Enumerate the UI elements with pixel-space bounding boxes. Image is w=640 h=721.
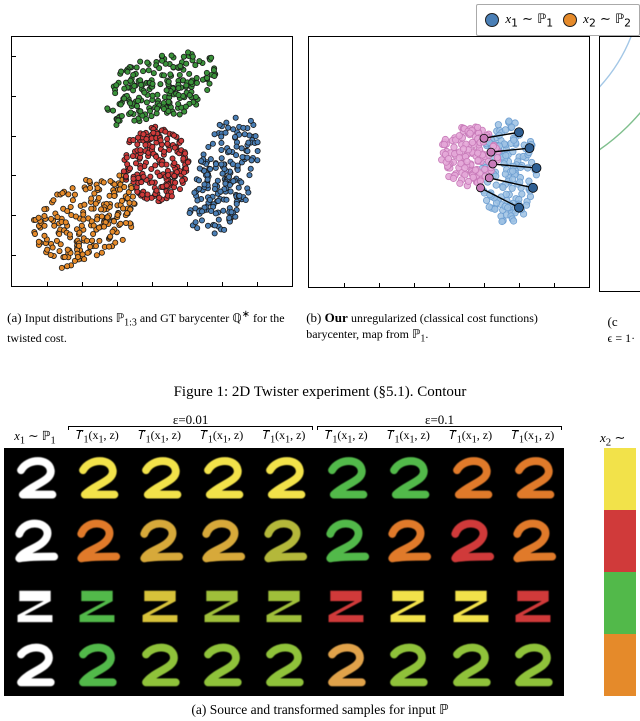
chart-b-svg	[309, 37, 589, 288]
mnist-cell	[66, 448, 128, 510]
chart-b-caption: (b) Our unregularized (classical cost fu…	[306, 310, 592, 346]
mnist-cell	[315, 634, 377, 696]
chart-b-cell: -6-4-20246 (b) Our unregularized (classi…	[306, 36, 592, 346]
mnist-cell	[191, 634, 253, 696]
mnist-cell	[440, 572, 502, 634]
mnist-cell	[66, 634, 128, 696]
colorbar-segment	[604, 510, 636, 572]
mnist-cell	[128, 448, 190, 510]
chart-a-axes: -6-4-20246 -4-20246	[11, 36, 293, 287]
mnist-cell	[315, 510, 377, 572]
mnist-cell	[66, 510, 128, 572]
legend-swatch-2	[563, 13, 577, 27]
chart-a-caption: (a) Input distributions ℙ1:3 and GT bary…	[7, 309, 297, 346]
colorbar-segment	[604, 634, 636, 696]
mnist-cell	[377, 572, 439, 634]
mnist-cell	[440, 634, 502, 696]
mnist-cell	[191, 510, 253, 572]
mnist-cell	[4, 634, 66, 696]
colorbar-segment	[604, 448, 636, 510]
mnist-cell	[4, 572, 66, 634]
mnist-cell	[315, 572, 377, 634]
legend-item-1: x1 ∼ ℙ1	[485, 11, 553, 30]
mnist-cell	[128, 510, 190, 572]
mnist-cell	[440, 448, 502, 510]
mnist-cell	[253, 572, 315, 634]
mnist-cell	[4, 448, 66, 510]
mnist-cell	[315, 448, 377, 510]
chart-a-cell: -6-4-20246 -4-20246 (a) Input distributi…	[4, 36, 300, 346]
legend-swatch-1	[485, 13, 499, 27]
epsilon-header: x1 ∼ ℙ1 ε=0.01ε=0.1 𝑇̂1(x1, z)𝑇̂1(x1, z)…	[4, 412, 636, 446]
figure-2a-caption: (a) Source and transformed samples for i…	[0, 702, 640, 718]
eps-col-labels: 𝑇̂1(x1, z)𝑇̂1(x1, z)𝑇̂1(x1, z)𝑇̂1(x1, z)…	[4, 428, 564, 445]
mnist-cell	[377, 634, 439, 696]
mnist-cell	[128, 572, 190, 634]
legend-label-2: x2 ∼ ℙ2	[583, 11, 631, 30]
mnist-cell	[253, 510, 315, 572]
mnist-cell	[502, 448, 564, 510]
mnist-cell	[502, 510, 564, 572]
mnist-cell	[502, 634, 564, 696]
mnist-cell	[4, 510, 66, 572]
mnist-cell	[377, 448, 439, 510]
figure-1-caption: Figure 1: 2D Twister experiment (§5.1). …	[0, 384, 640, 401]
mnist-cell	[128, 634, 190, 696]
chart-c-svg	[600, 37, 640, 292]
colorbar	[604, 448, 636, 696]
mnist-cell	[377, 510, 439, 572]
legend: x1 ∼ ℙ1 x2 ∼ ℙ2	[476, 4, 640, 36]
chart-c-cell: (cϵ = 1·	[599, 36, 640, 346]
legend-label-1: x1 ∼ ℙ1	[505, 11, 553, 30]
mnist-cell	[253, 634, 315, 696]
mnist-grid	[4, 448, 564, 696]
x2-label: x2 ∼	[600, 430, 625, 449]
mnist-cell	[191, 572, 253, 634]
mnist-cell	[502, 572, 564, 634]
legend-item-2: x2 ∼ ℙ2	[563, 11, 631, 30]
mnist-cell	[253, 448, 315, 510]
chart-b-axes: -6-4-20246	[308, 36, 590, 288]
mnist-cell	[66, 572, 128, 634]
chart-a-svg	[12, 37, 292, 287]
mnist-cell	[191, 448, 253, 510]
mnist-cell	[440, 510, 502, 572]
charts-row: -6-4-20246 -4-20246 (a) Input distributi…	[0, 36, 640, 346]
chart-c-caption: (cϵ = 1·	[608, 314, 636, 347]
colorbar-segment	[604, 572, 636, 634]
chart-c-axes	[599, 36, 640, 292]
